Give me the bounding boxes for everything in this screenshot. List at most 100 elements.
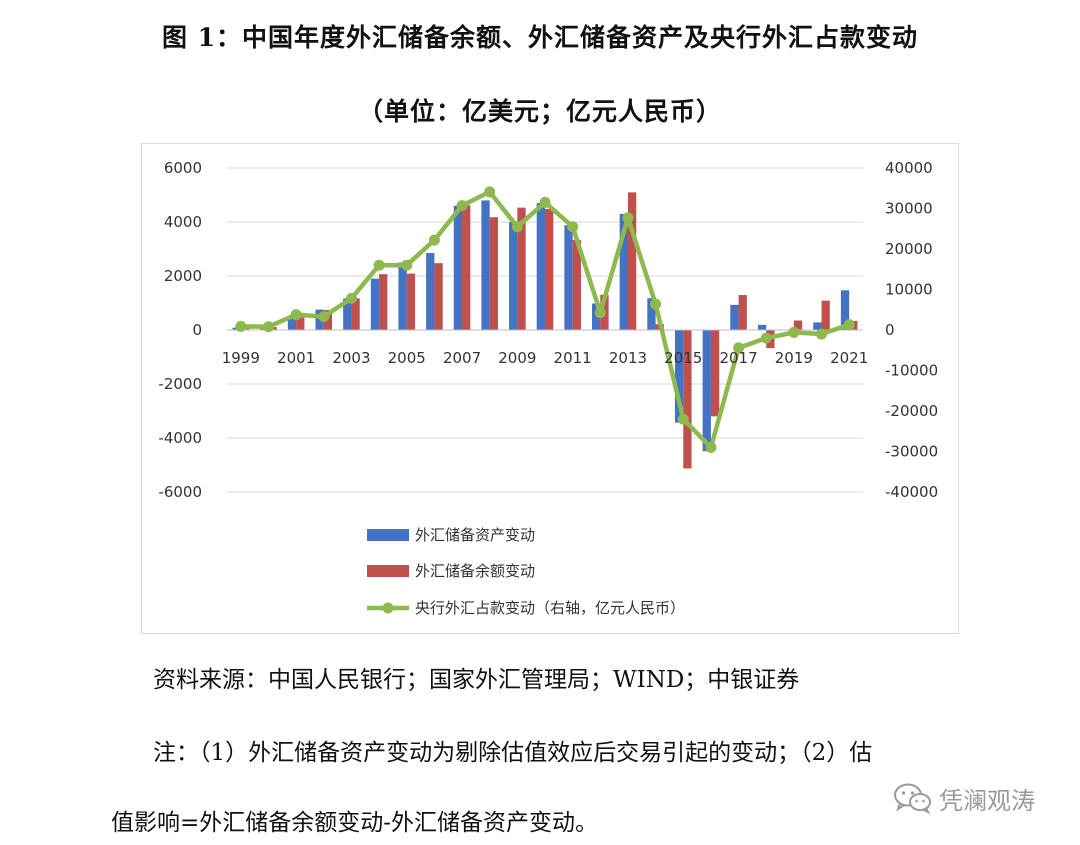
x-axis-tick-label: 2013 xyxy=(609,349,647,367)
right-axis-tick-label: -20000 xyxy=(885,402,938,420)
bar-reserve-assets-2011 xyxy=(564,225,573,330)
bar-reserve-assets-2020 xyxy=(813,322,822,330)
x-axis-tick-label: 2005 xyxy=(388,349,426,367)
bar-reserve-balance-2013 xyxy=(627,192,637,330)
bar-reserve-assets-2013 xyxy=(619,213,628,330)
bar-reserve-balance-2011 xyxy=(572,239,581,330)
bar-reserve-assets-2015 xyxy=(674,330,684,423)
legend-label-0: 外汇储备资产变动 xyxy=(415,526,535,544)
left-axis-tick-label: -4000 xyxy=(158,429,202,447)
bar-reserve-assets-2004 xyxy=(370,278,380,330)
data-source-text: 资料来源：中国人民银行；国家外汇管理局；WIND；中银证券 xyxy=(153,667,800,693)
x-axis-tick-label: 2015 xyxy=(664,349,702,367)
chart-bars xyxy=(232,192,858,469)
left-axis-tick-label: -6000 xyxy=(158,483,202,501)
bar-reserve-balance-2016 xyxy=(710,330,720,417)
fx-purchase-point-2014 xyxy=(650,298,662,310)
fx-purchase-point-2019 xyxy=(788,326,800,338)
fx-purchase-point-2001 xyxy=(290,309,302,321)
bar-reserve-assets-2018 xyxy=(757,324,767,330)
fx-purchase-point-1999 xyxy=(235,320,247,332)
right-axis-tick-label: 0 xyxy=(885,321,895,339)
legend-label-2: 央行外汇占款变动（右轴，亿元人民币） xyxy=(415,599,685,617)
right-axis-tick-label: 10000 xyxy=(885,281,933,299)
chart-subtitle-units: （单位：亿美元；亿元人民币） xyxy=(357,97,722,126)
right-axis-tick-label: 20000 xyxy=(885,240,933,258)
bar-reserve-assets-2017 xyxy=(730,304,739,330)
legend-swatch-0 xyxy=(367,529,409,541)
right-axis-tick-label: 40000 xyxy=(885,159,933,177)
fx-purchase-point-2021 xyxy=(843,319,855,331)
note-text-line-2: 值影响=外汇储备余额变动-外汇储备资产变动。 xyxy=(111,810,599,836)
fx-purchase-point-2008 xyxy=(484,186,496,198)
legend-label-1: 外汇储备余额变动 xyxy=(415,562,535,580)
fx-purchase-point-2012 xyxy=(594,307,606,319)
right-axis-tick-label: 30000 xyxy=(885,200,933,218)
x-axis-tick-label: 2003 xyxy=(332,349,370,367)
bar-reserve-assets-2005 xyxy=(398,262,407,330)
fx-purchase-point-2004 xyxy=(373,259,385,271)
fx-purchase-point-2006 xyxy=(428,234,440,246)
chart-frame xyxy=(141,143,959,634)
wechat-icon xyxy=(894,783,931,814)
bar-reserve-balance-2020 xyxy=(821,300,830,330)
bar-reserve-assets-2009 xyxy=(509,222,518,330)
fx-purchase-point-2015 xyxy=(677,413,689,425)
bar-reserve-assets-2008 xyxy=(481,200,490,330)
legend-marker-2 xyxy=(382,602,394,614)
fx-purchase-point-2000 xyxy=(262,321,274,333)
x-axis-tick-label: 2017 xyxy=(719,349,757,367)
bar-reserve-balance-2015 xyxy=(683,330,692,469)
fx-purchase-point-2007 xyxy=(456,200,468,212)
bar-reserve-balance-2010 xyxy=(545,209,554,330)
legend-swatch-1 xyxy=(367,565,409,577)
bar-reserve-assets-2003 xyxy=(343,298,352,330)
bar-reserve-assets-2007 xyxy=(453,205,463,330)
fx-purchase-point-2002 xyxy=(318,311,330,323)
fx-purchase-point-2013 xyxy=(622,212,634,224)
fx-purchase-point-2018 xyxy=(760,332,772,344)
fx-purchase-point-2020 xyxy=(816,328,828,340)
bar-reserve-assets-2021 xyxy=(840,290,850,330)
bar-reserve-assets-2001 xyxy=(287,317,297,330)
watermark: 凭澜观涛 xyxy=(893,780,1035,816)
chart-tick-labels: -6000-4000-20000200040006000-40000-30000… xyxy=(158,159,938,501)
left-axis-tick-label: 4000 xyxy=(164,213,202,231)
x-axis-tick-label: 2009 xyxy=(498,349,536,367)
left-axis-tick-label: 6000 xyxy=(164,159,202,177)
bar-reserve-balance-2009 xyxy=(517,207,526,330)
left-axis-tick-label: 2000 xyxy=(164,267,202,285)
bar-reserve-balance-2003 xyxy=(351,298,360,330)
bar-reserve-balance-2001 xyxy=(296,317,305,330)
x-axis-tick-label: 2019 xyxy=(775,349,813,367)
bar-reserve-assets-2014 xyxy=(647,298,656,330)
right-axis-tick-label: -30000 xyxy=(885,443,938,461)
fx-purchase-point-2010 xyxy=(539,196,551,208)
bar-reserve-assets-2012 xyxy=(592,303,601,330)
x-axis-tick-label: 2001 xyxy=(277,349,315,367)
bar-reserve-balance-2008 xyxy=(489,217,498,330)
left-axis-tick-label: -2000 xyxy=(158,375,202,393)
bar-reserve-balance-2005 xyxy=(406,273,416,330)
fx-purchase-point-2017 xyxy=(733,342,745,354)
fx-purchase-point-2016 xyxy=(705,441,717,453)
bar-reserve-balance-2004 xyxy=(379,274,388,330)
x-axis-tick-label: 2007 xyxy=(443,349,481,367)
bar-reserve-balance-2007 xyxy=(462,205,471,330)
fx-purchase-point-2005 xyxy=(401,259,413,271)
fx-purchase-point-2011 xyxy=(567,221,579,233)
note-text-line-1: 注：（1）外汇储备资产变动为剔除估值效应后交易引起的变动；（2）估 xyxy=(153,740,873,766)
watermark-text: 凭澜观涛 xyxy=(939,786,1035,815)
bar-reserve-assets-2010 xyxy=(536,203,545,330)
fx-purchase-point-2009 xyxy=(511,221,523,233)
chart-line-series xyxy=(235,186,855,453)
left-axis-tick-label: 0 xyxy=(192,321,202,339)
bar-reserve-assets-2006 xyxy=(426,253,435,330)
bar-reserve-balance-2006 xyxy=(434,263,443,330)
x-axis-tick-label: 2021 xyxy=(830,349,868,367)
x-axis-tick-label: 2011 xyxy=(554,349,592,367)
right-axis-tick-label: -10000 xyxy=(885,362,938,380)
bar-reserve-balance-2019 xyxy=(793,320,803,330)
right-axis-tick-label: -40000 xyxy=(885,483,938,501)
